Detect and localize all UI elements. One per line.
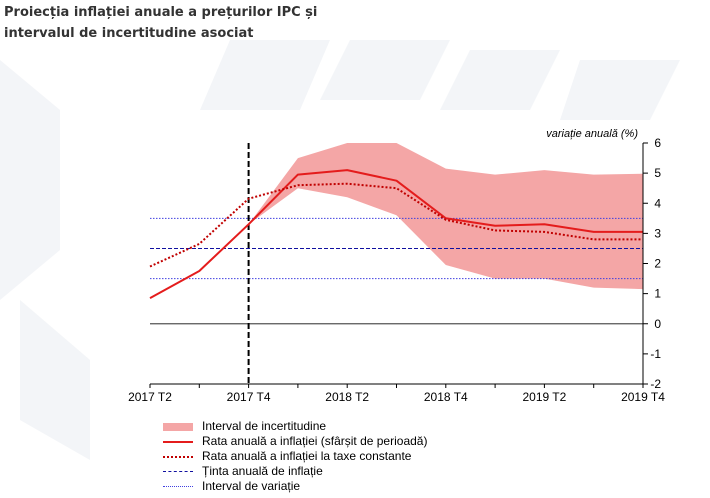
background-shape-3 — [320, 40, 450, 100]
legend-label-target: Ținta anuală de inflație — [202, 464, 323, 478]
background-shape-4 — [440, 50, 560, 110]
y-tick-label-3: 3 — [654, 226, 661, 240]
legend-swatch-target — [163, 471, 193, 472]
legend-swatch-solid — [163, 440, 193, 443]
legend-label-variation: Interval de variație — [202, 479, 301, 493]
legend-item-band: Interval de incertitudine — [163, 419, 427, 434]
legend-item-target: Ținta anuală de inflație — [163, 464, 427, 479]
background-shape-2 — [200, 40, 330, 110]
x-tick-label-8: 2019 T2 — [522, 390, 566, 404]
legend-label-solid: Rata anuală a inflației (sfârșit de peri… — [202, 434, 428, 448]
legend-swatch-variation — [163, 486, 193, 487]
chart-title-line-2: intervalul de incertitudine asociat — [4, 26, 254, 41]
y-tick-label--1: -1 — [650, 347, 661, 361]
background-shape-0 — [0, 60, 60, 300]
series-line-dotted — [149, 182, 643, 268]
y-tick-label-0: 0 — [654, 317, 661, 331]
uncertainty-band — [248, 143, 643, 290]
y-tick-label-2: 2 — [654, 257, 661, 271]
chart-title: Proiecția inflației anuale a prețurilor … — [4, 2, 317, 44]
x-tick-label-2: 2017 T4 — [227, 390, 271, 404]
background-shape-5 — [560, 60, 680, 120]
y-tick-label--2: -2 — [650, 377, 661, 391]
y-tick-label-4: 4 — [654, 196, 661, 210]
x-tick-label-4: 2018 T2 — [325, 390, 369, 404]
y-tick-label-6: 6 — [654, 136, 661, 150]
legend-item-dotted: Rata anuală a inflației la taxe constant… — [163, 449, 427, 464]
y-tick-label-5: 5 — [654, 166, 661, 180]
background-shape-1 — [20, 300, 90, 460]
legend-item-solid: Rata anuală a inflației (sfârșit de peri… — [163, 434, 427, 449]
legend-label-dotted: Rata anuală a inflației la taxe constant… — [202, 449, 412, 463]
x-tick-label-10: 2019 T4 — [621, 390, 665, 404]
y-axis-unit-label: variație anuală (%) — [546, 128, 638, 140]
y-tick-label-1: 1 — [654, 287, 661, 301]
legend-swatch-band — [163, 422, 193, 431]
legend-item-variation: Interval de variație — [163, 479, 427, 494]
chart-legend: Interval de incertitudine Rata anuală a … — [163, 419, 427, 494]
chart-title-line-1: Proiecția inflației anuale a prețurilor … — [4, 5, 318, 20]
x-tick-label-0: 2017 T2 — [128, 390, 172, 404]
x-tick-label-6: 2018 T4 — [424, 390, 468, 404]
legend-label-band: Interval de incertitudine — [202, 419, 327, 433]
legend-swatch-dotted — [163, 455, 193, 458]
